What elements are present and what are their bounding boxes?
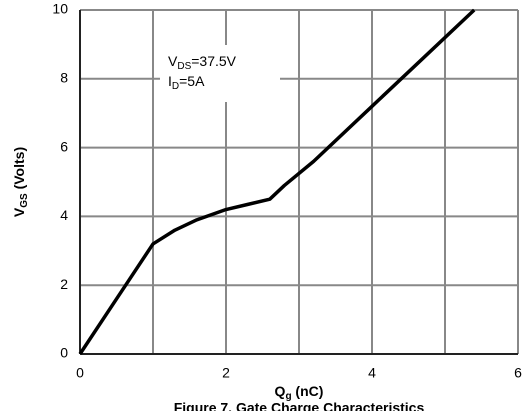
x-axis-label-sub: g — [285, 391, 291, 402]
y-axis-label: VGS (Volts) — [11, 147, 30, 217]
annotation: VDS=37.5V — [168, 53, 237, 72]
y-tick-label: 6 — [60, 138, 68, 154]
annotation-sub: DS — [177, 61, 191, 72]
y-axis-label-rest: (Volts) — [11, 147, 27, 193]
x-axis-label-main: Q — [275, 383, 286, 399]
y-tick-label: 0 — [60, 345, 68, 361]
x-tick-label: 4 — [368, 365, 376, 381]
annotation: ID=5A — [168, 73, 205, 92]
y-tick-label: 10 — [52, 1, 68, 17]
x-axis-label: Qg (nC) — [275, 383, 324, 402]
x-tick-label: 0 — [76, 365, 84, 381]
x-tick-label: 6 — [514, 365, 522, 381]
x-tick-label: 2 — [222, 365, 230, 381]
annotation-rest: =37.5V — [191, 53, 236, 69]
y-axis-label-sub: GS — [19, 193, 30, 208]
chart-title: Figure 7. Gate Charge Characteristics — [174, 400, 425, 411]
y-tick-label: 8 — [60, 70, 68, 86]
data-line — [78, 8, 476, 355]
x-axis-label-rest: (nC) — [292, 383, 324, 399]
annotation-rest: =5A — [179, 73, 205, 89]
y-tick-label: 4 — [60, 207, 68, 223]
annotation-box — [160, 45, 280, 102]
y-tick-label: 2 — [60, 276, 68, 292]
annotation-sub: D — [172, 81, 179, 92]
y-axis-label-main: V — [11, 207, 27, 217]
annotation-main: V — [168, 53, 178, 69]
annotation-main: I — [168, 73, 172, 89]
